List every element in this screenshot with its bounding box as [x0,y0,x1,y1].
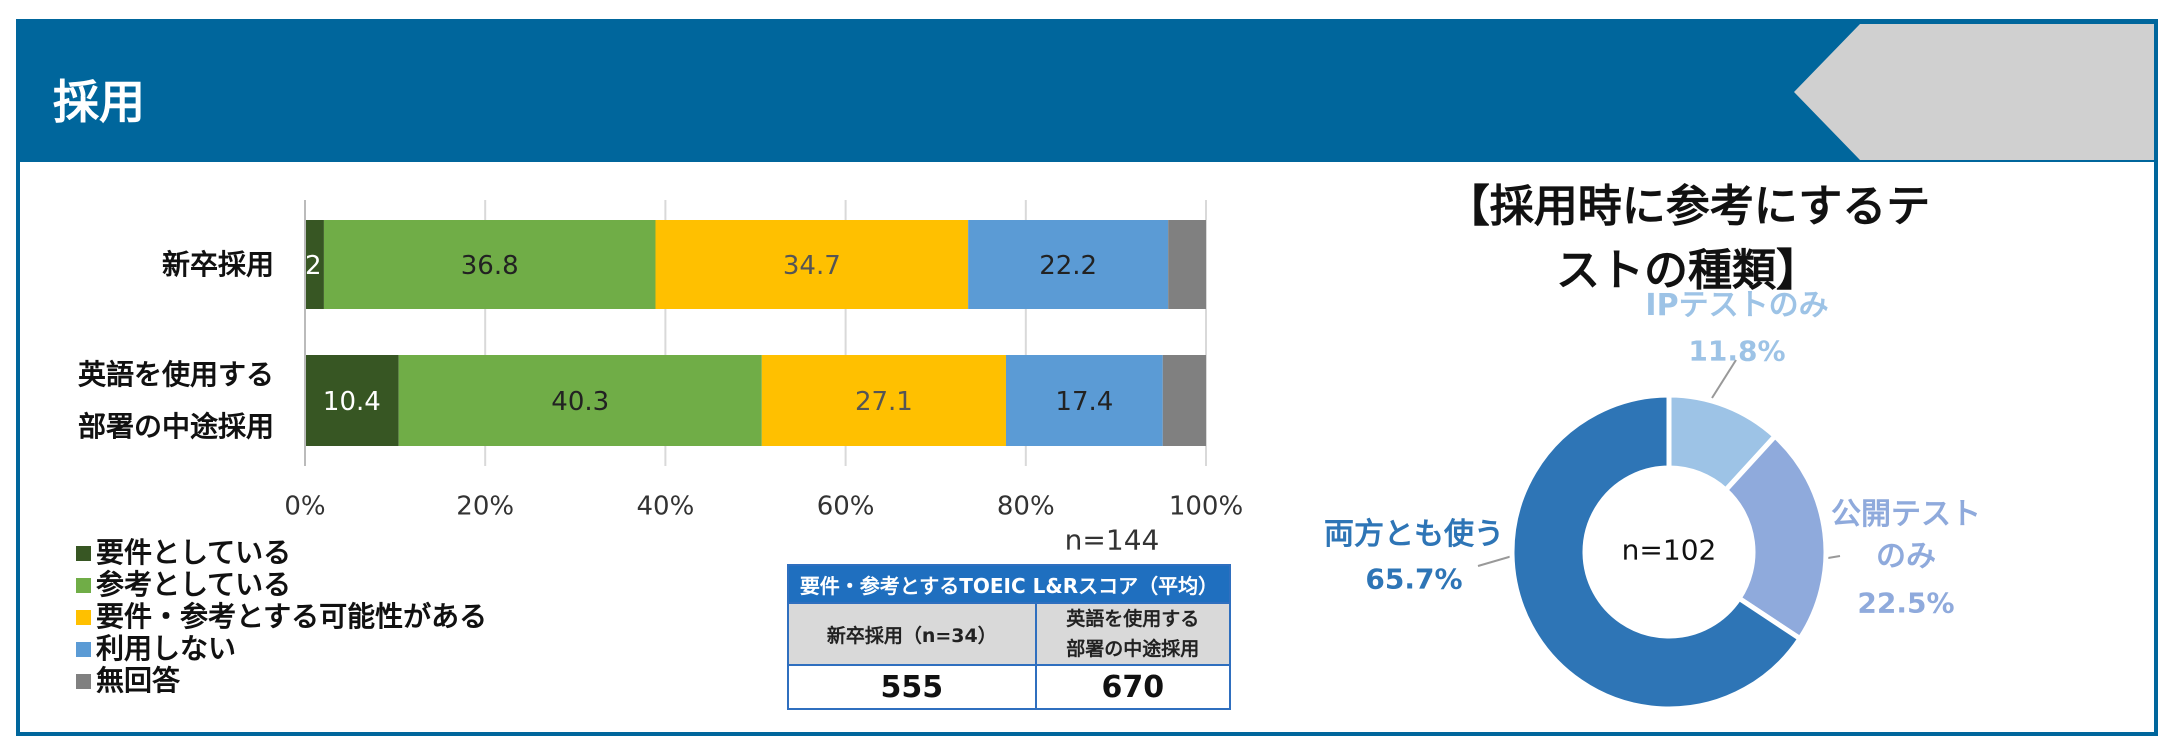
slice-value: 11.8% [1688,334,1786,368]
category-label: 新卒採用 [161,247,274,281]
annotation: n=144 [1064,523,1160,557]
legend-label: 要件としている [96,536,291,569]
donut-slice [1509,392,1804,712]
value-label: 17.4 [1055,387,1113,417]
value-label: 34.7 [783,251,841,281]
value-label: 22.2 [1039,251,1097,281]
slice-value: 22.5% [1857,586,1955,620]
slice-label: 公開テスト のみ [1831,497,1981,574]
bar-segment [1168,220,1206,309]
header-arrow [1794,24,2154,160]
bar-segment [968,220,1169,309]
donut-title: 【採用時に参考にするテストの種類】 [1445,181,1931,296]
table-cell: 555 [787,664,1037,710]
bar-segment [305,355,399,446]
table-header: 英語を使用する 部署の中途採用 [1034,602,1232,666]
x-tick-label: 20% [456,492,514,522]
x-tick-label: 0% [284,492,325,522]
slice-label: 両方とも使う [1324,517,1504,552]
x-tick-label: 80% [997,492,1055,522]
value-label: 10.4 [323,387,381,417]
category-label: 英語を使用する 部署の中途採用 [77,357,274,443]
legend-label: 無回答 [96,664,181,697]
bar-segment [305,220,324,309]
score-table: 要件・参考とするTOEIC L&Rスコア（平均） 新卒採用（n=34） 英語を使… [787,564,1232,710]
legend-swatch [76,610,91,625]
table-title: 要件・参考とするTOEIC L&Rスコア（平均） [787,564,1231,604]
table-header: 新卒採用（n=34） [787,602,1037,666]
value-label: 36.8 [461,251,519,281]
bar-segment [398,355,762,446]
legend-label: 参考としている [96,568,291,601]
leader-line [1711,359,1737,399]
legend-swatch [76,546,91,561]
slice-label: IPテストのみ [1645,288,1829,323]
x-tick-label: 100% [1169,492,1243,522]
bar-segment [323,220,656,309]
bar-segment [1162,355,1206,446]
value-label: 40.3 [551,387,609,417]
legend-swatch [76,642,91,657]
x-tick-label: 40% [637,492,695,522]
legend-label: 利用しない [96,632,236,665]
x-tick-label: 60% [817,492,875,522]
donut-center-label: n=102 [1621,533,1717,567]
legend-label: 要件・参考とする可能性がある [96,600,487,633]
bar-segment [761,355,1006,446]
bar-segment [655,220,969,309]
table-cell: 670 [1034,664,1232,710]
value-label: 27.1 [855,387,913,417]
bar-segment [1005,355,1163,446]
header-title: 採用 [53,75,145,129]
legend-swatch [76,578,91,593]
slice-value: 65.7% [1365,562,1463,596]
donut-slice [1722,432,1829,643]
legend-swatch [76,674,91,689]
